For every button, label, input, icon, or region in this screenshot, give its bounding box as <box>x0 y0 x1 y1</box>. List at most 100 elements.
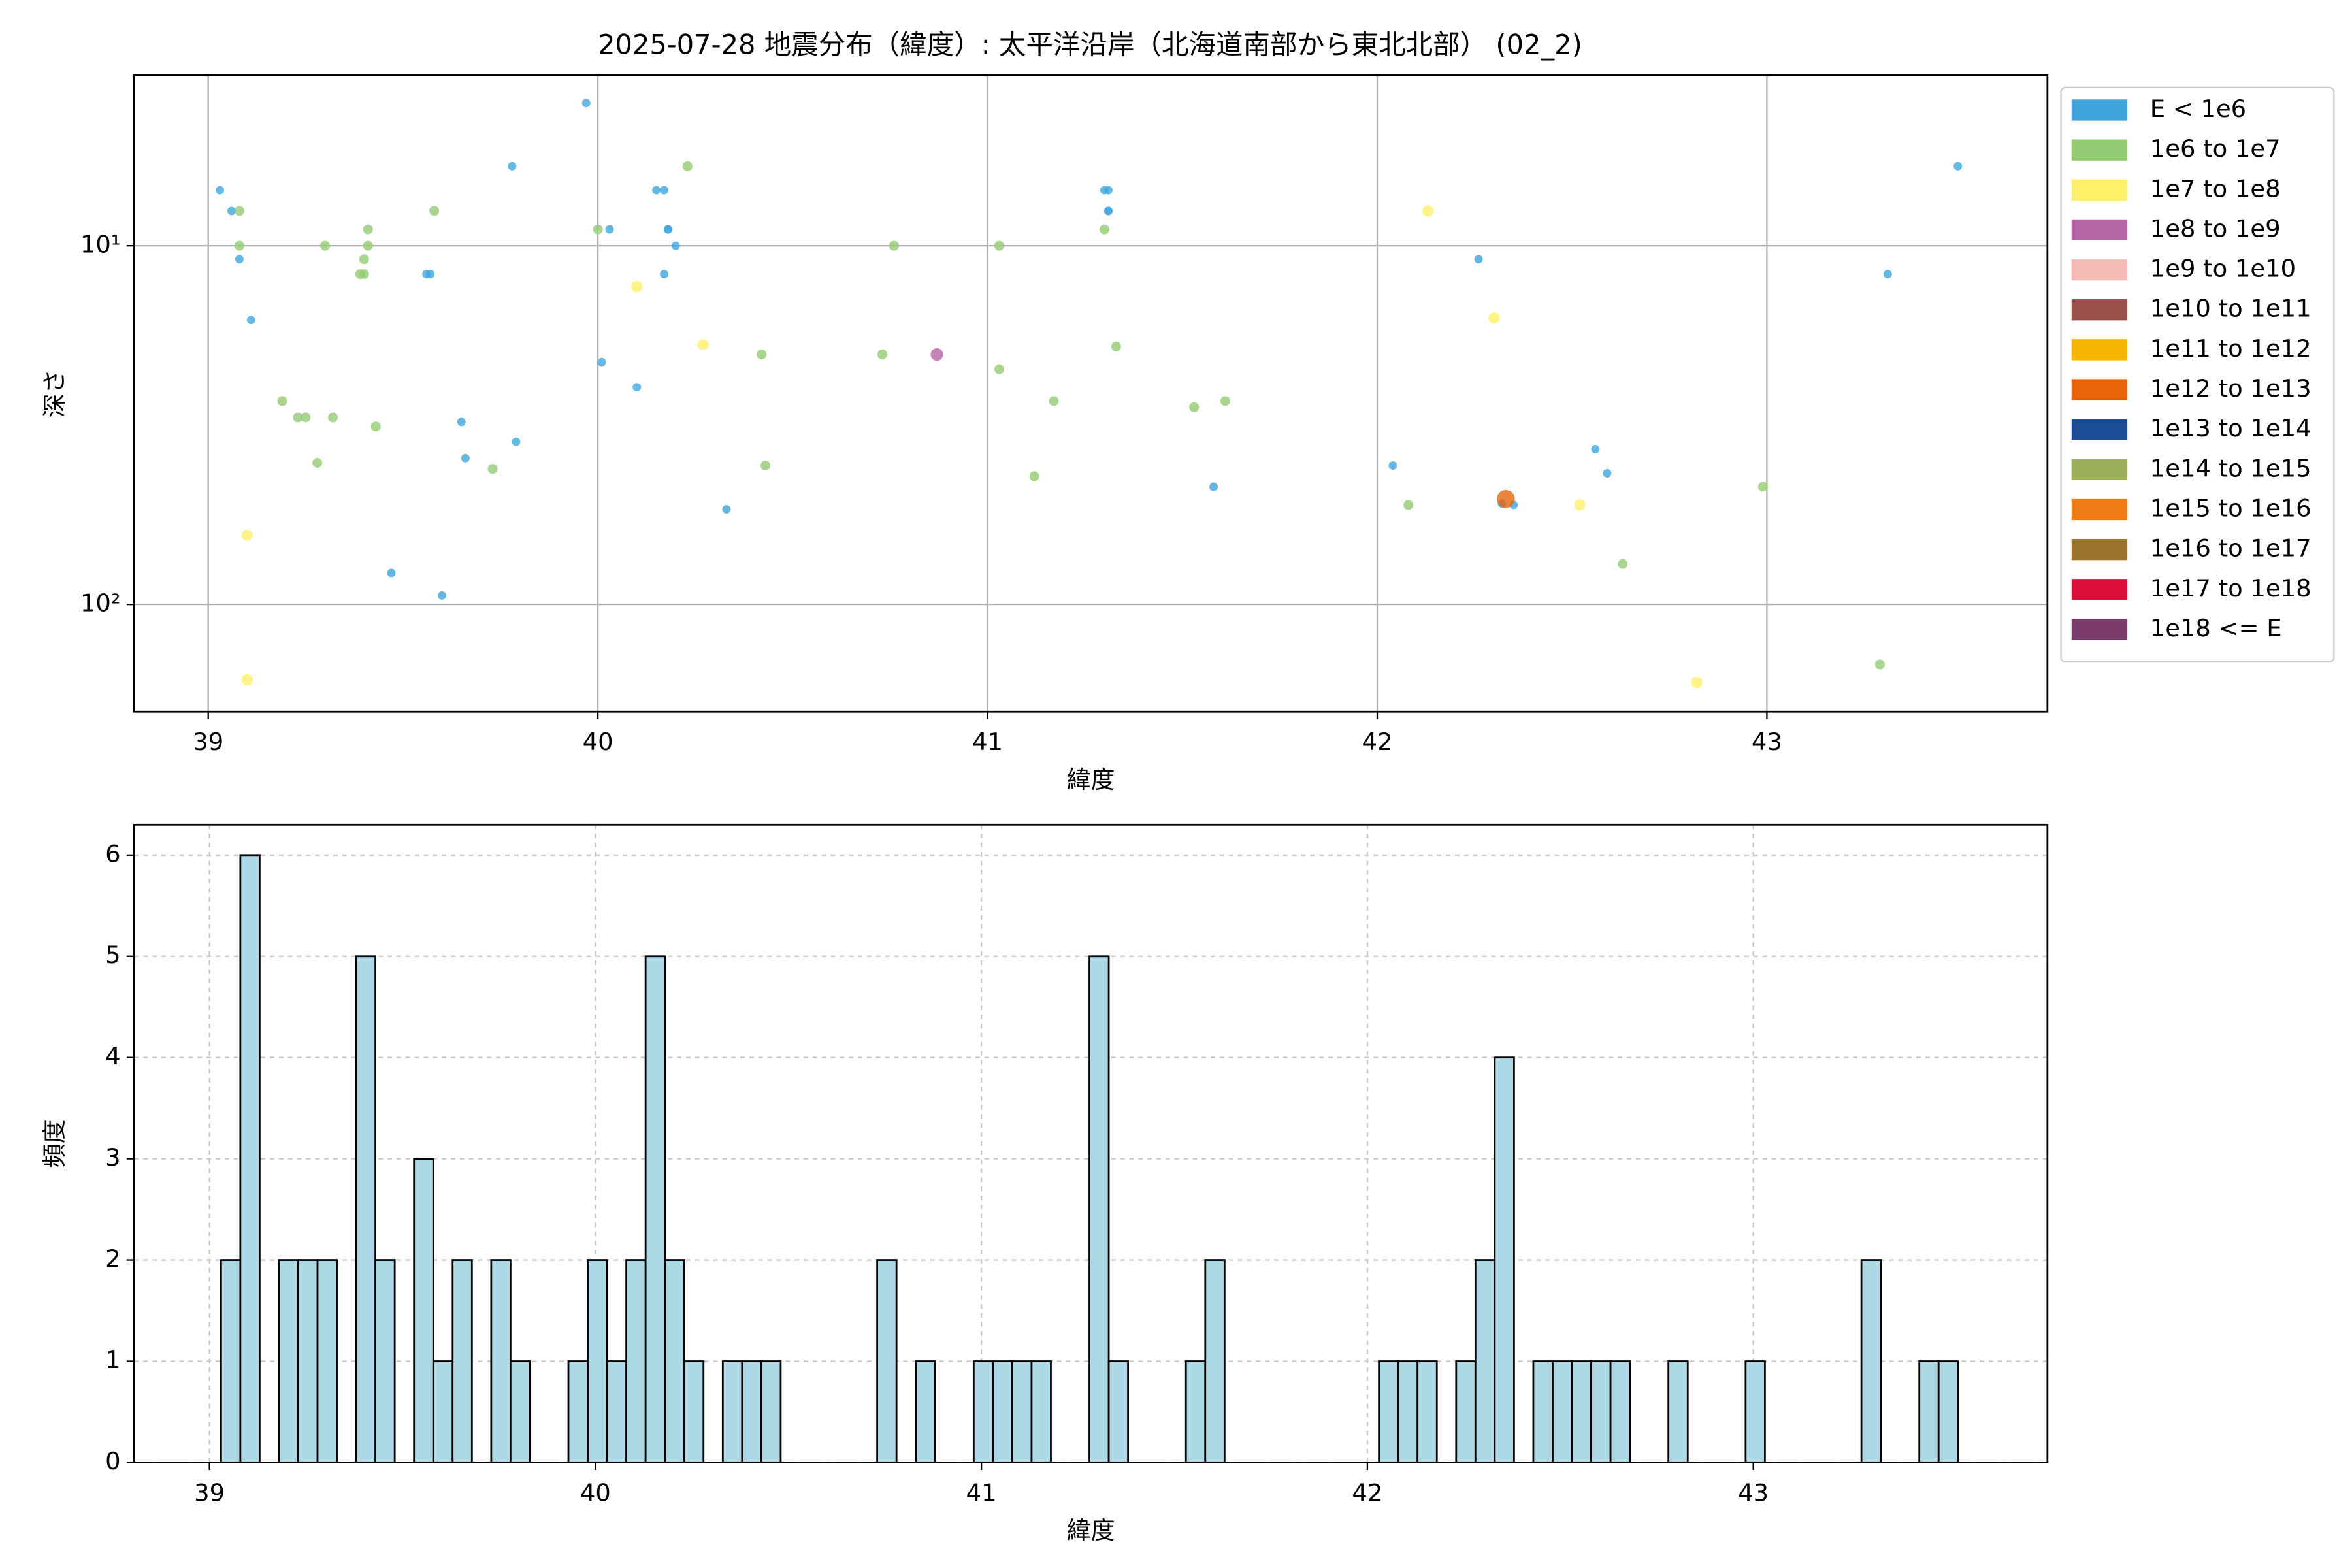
point <box>370 421 381 432</box>
point <box>512 437 521 446</box>
legend-swatch <box>2071 259 2128 281</box>
bar <box>297 1259 319 1463</box>
point <box>671 241 680 250</box>
point <box>1099 224 1109 235</box>
point <box>1111 341 1121 351</box>
point <box>994 240 1004 251</box>
legend-label: 1e11 to 1e12 <box>2150 335 2311 363</box>
point <box>722 505 731 514</box>
point <box>363 224 373 235</box>
point <box>1757 482 1768 492</box>
y-tick-label: 4 <box>105 1042 120 1070</box>
point <box>1874 659 1885 670</box>
point <box>241 674 253 685</box>
point <box>461 453 470 463</box>
point <box>438 591 447 600</box>
bar <box>876 1259 898 1463</box>
point <box>1189 402 1200 412</box>
legend-swatch <box>2071 619 2128 640</box>
point <box>1422 205 1434 217</box>
point <box>1049 396 1059 406</box>
point <box>1618 559 1628 569</box>
bar <box>1455 1360 1477 1463</box>
bar <box>355 955 377 1463</box>
point <box>593 224 603 235</box>
legend-label: 1e7 to 1e8 <box>2150 174 2281 203</box>
bar <box>1590 1360 1612 1463</box>
point <box>355 269 365 280</box>
point <box>1403 500 1414 510</box>
bar <box>451 1259 473 1463</box>
point <box>1103 186 1113 195</box>
bar <box>1397 1360 1419 1463</box>
point <box>632 383 642 392</box>
point <box>1220 396 1230 406</box>
bar <box>1474 1259 1496 1463</box>
bar <box>1416 1360 1438 1463</box>
bar <box>606 1360 628 1463</box>
point <box>426 270 435 279</box>
bar <box>567 1360 589 1463</box>
legend-label: 1e16 to 1e17 <box>2150 534 2311 563</box>
bar <box>915 1360 936 1463</box>
bar <box>239 854 261 1463</box>
point <box>1388 461 1397 470</box>
legend-swatch <box>2071 139 2128 161</box>
point <box>312 457 323 468</box>
legend-swatch <box>2071 539 2128 561</box>
y-tick-label: 2 <box>105 1245 120 1273</box>
point <box>757 350 767 360</box>
legend-swatch <box>2071 339 2128 361</box>
bar <box>1532 1360 1554 1463</box>
bar <box>1107 1360 1130 1463</box>
y-tick-label: 3 <box>105 1143 120 1171</box>
legend-label: 1e17 to 1e18 <box>2150 574 2311 602</box>
plot-frame <box>133 74 2049 713</box>
point <box>682 161 693 171</box>
point <box>234 240 244 251</box>
legend-swatch <box>2071 379 2128 400</box>
point <box>457 417 466 427</box>
point <box>1691 677 1703 689</box>
point <box>508 161 517 171</box>
point <box>1603 469 1612 478</box>
legend-label: 1e18 <= E <box>2150 614 2282 642</box>
bar <box>220 1259 242 1463</box>
y-tick-label: 0 <box>105 1447 120 1475</box>
bar <box>721 1360 743 1463</box>
legend-swatch <box>2071 579 2128 600</box>
x-tick-label: 42 <box>1352 1478 1382 1507</box>
point <box>387 568 396 578</box>
bar <box>316 1259 338 1463</box>
point <box>652 186 661 195</box>
point <box>994 364 1004 374</box>
x-tick-label: 43 <box>1738 1478 1769 1507</box>
point <box>1591 444 1600 453</box>
point <box>660 186 668 195</box>
legend-label: E < 1e6 <box>2150 95 2246 123</box>
legend-swatch <box>2071 99 2128 121</box>
legend-swatch <box>2071 419 2128 440</box>
y-tick-label: 6 <box>105 840 120 868</box>
legend-label: 1e12 to 1e13 <box>2150 374 2311 402</box>
x-axis-label: 緯度 <box>1067 1516 1115 1544</box>
bar <box>644 955 666 1463</box>
bar <box>1204 1259 1226 1463</box>
point <box>235 255 244 264</box>
point <box>227 206 236 216</box>
point <box>597 357 606 367</box>
point <box>1953 161 1963 171</box>
point <box>1029 471 1039 482</box>
x-axis-label: 緯度 <box>1067 766 1115 794</box>
legend-label: 1e8 to 1e9 <box>2150 214 2281 242</box>
point <box>664 225 672 234</box>
y-tick-label: 5 <box>105 941 120 969</box>
point <box>660 270 668 279</box>
bar <box>1030 1360 1052 1463</box>
point <box>581 99 591 108</box>
bar <box>510 1360 531 1463</box>
y-tick-label: 1 <box>105 1346 120 1374</box>
point <box>1103 206 1113 216</box>
legend-box <box>2060 86 2335 663</box>
